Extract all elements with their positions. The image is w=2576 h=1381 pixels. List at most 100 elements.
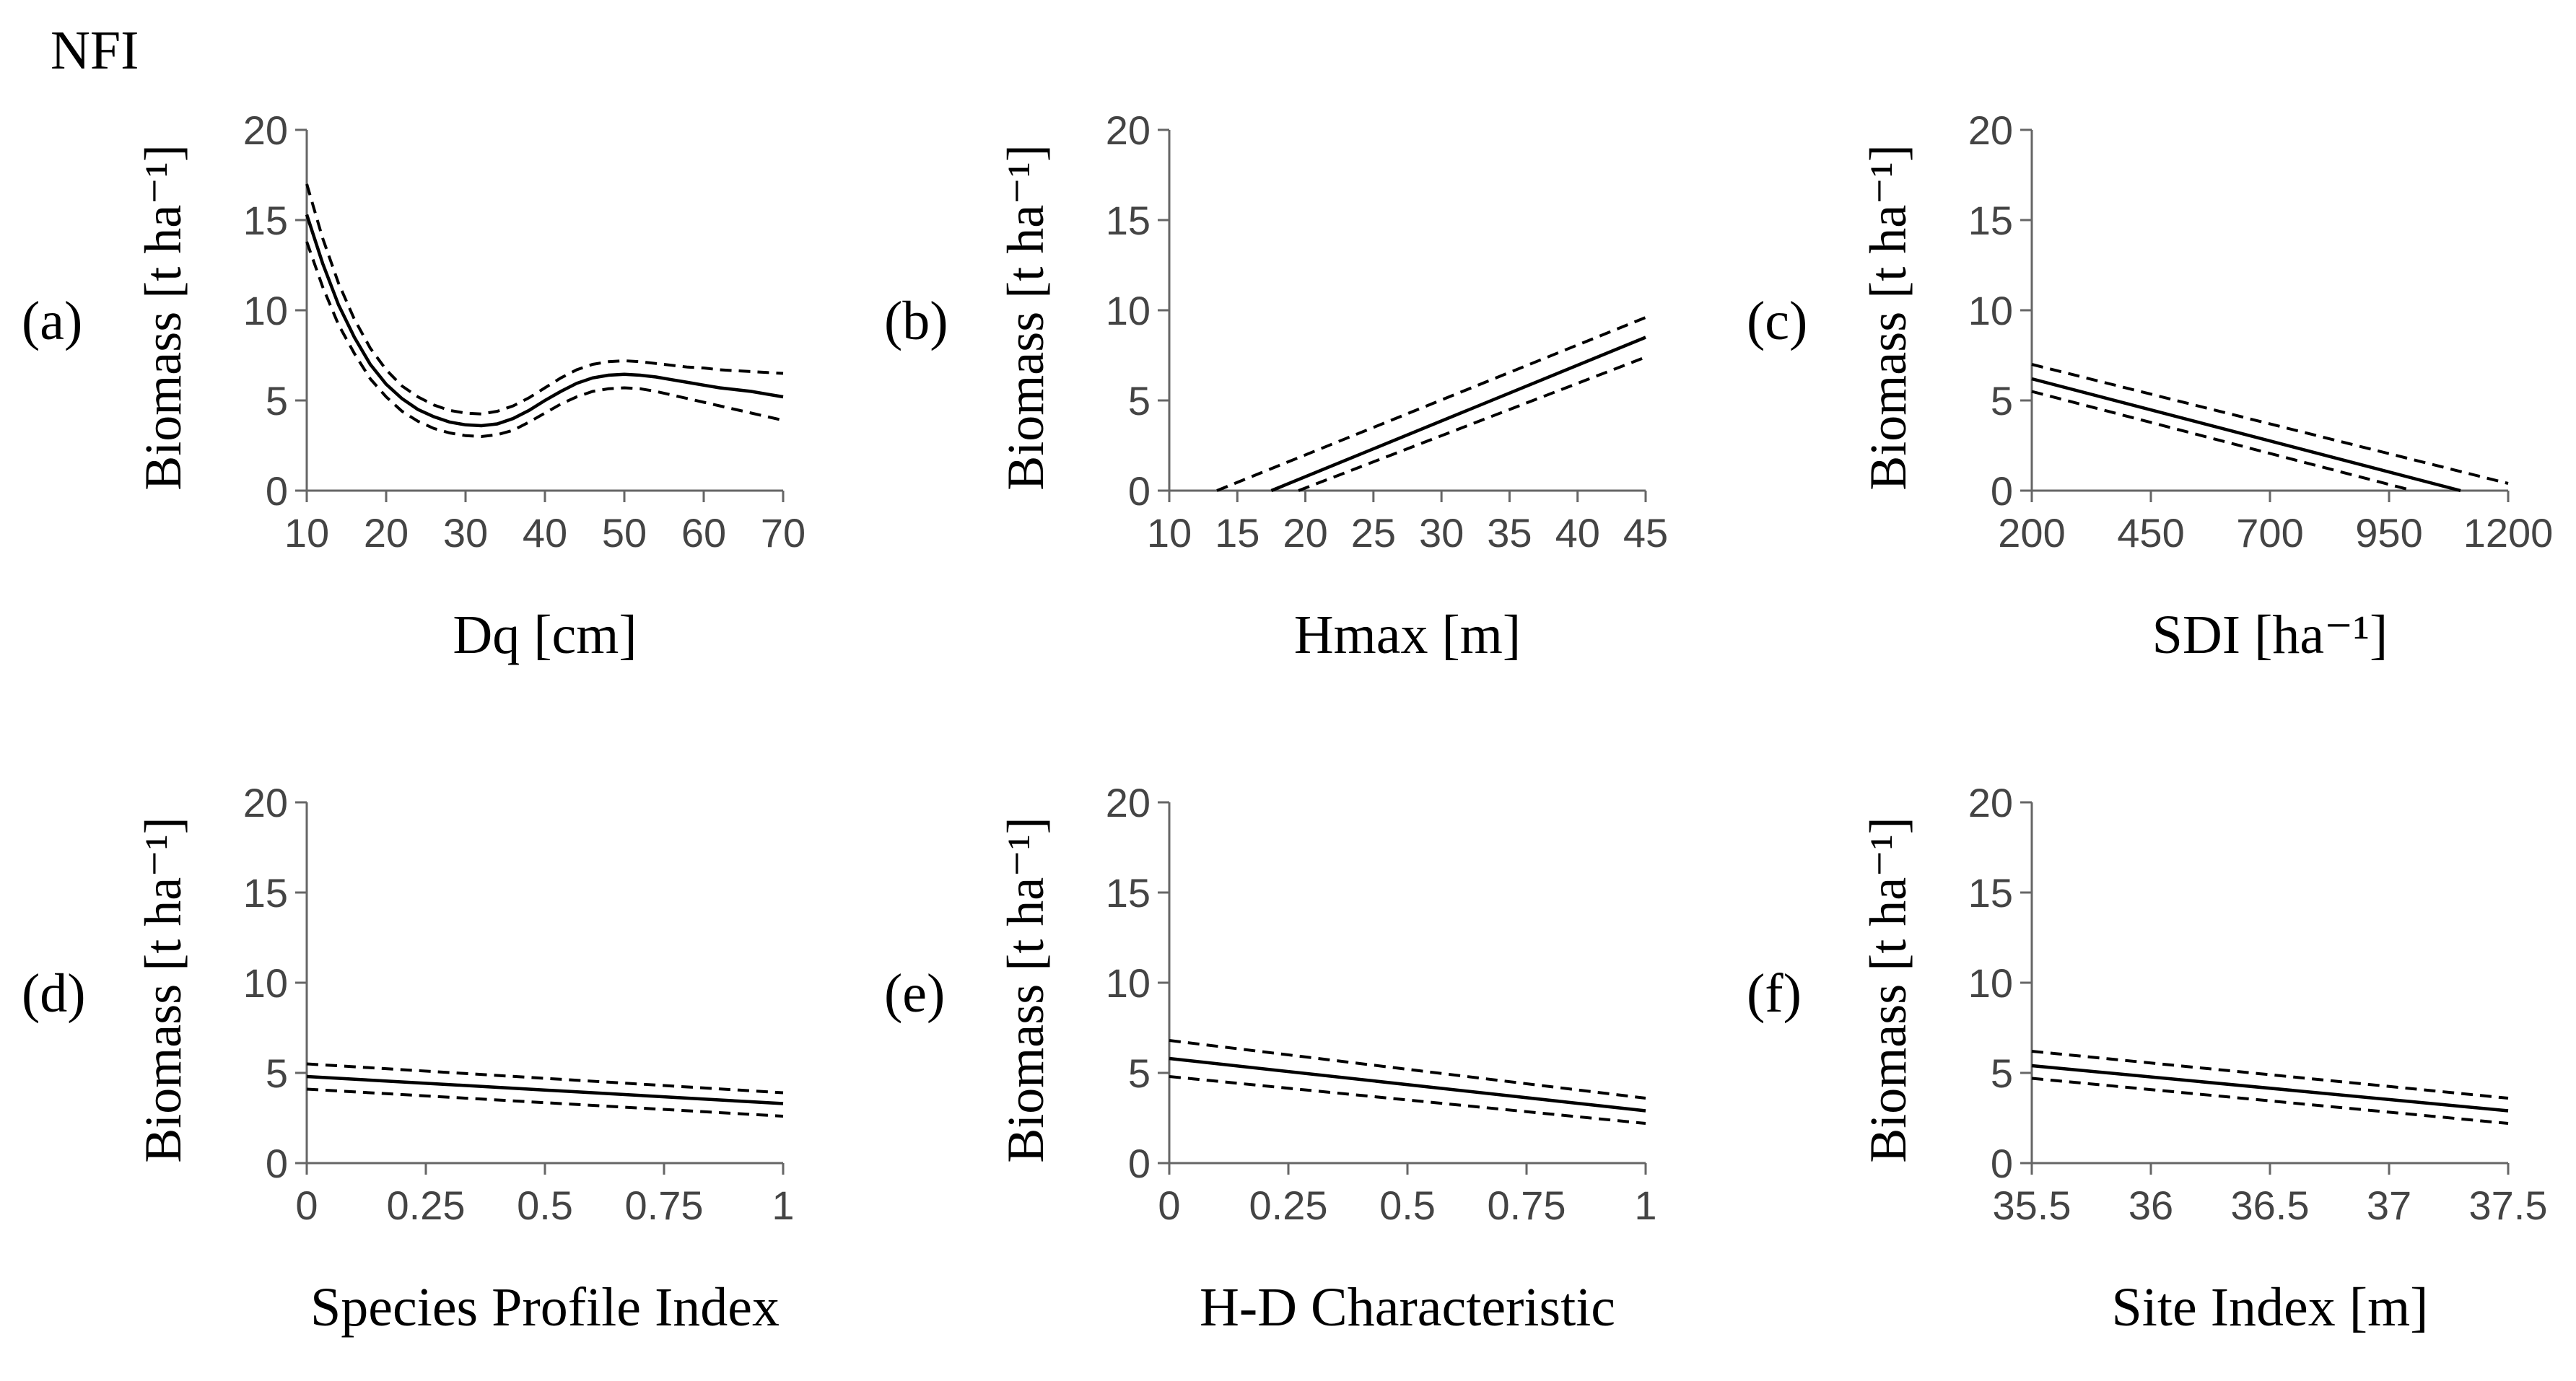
x-tick-label: 0.75 <box>1488 1183 1566 1228</box>
y-tick-label: 10 <box>243 960 288 1006</box>
y-axis-label: Biomass [t ha⁻¹] <box>134 817 192 1163</box>
x-tick-label: 40 <box>523 510 567 556</box>
estimate-line <box>1169 1056 1646 1113</box>
lower-ci-line <box>306 1087 784 1118</box>
panel-label: (d) <box>22 963 86 1024</box>
y-tick-label: 20 <box>1968 108 2013 153</box>
estimate-line <box>2031 1064 2509 1113</box>
y-tick-label: 0 <box>1128 468 1151 514</box>
x-tick-label: 35.5 <box>1993 1183 2071 1228</box>
y-tick-label: 20 <box>1106 780 1151 825</box>
x-tick-label: 36.5 <box>2231 1183 2310 1228</box>
upper-ci-line <box>2031 363 2509 485</box>
x-axis-label: SDI [ha⁻¹] <box>2152 605 2388 665</box>
y-tick-label: 0 <box>1991 1141 2013 1186</box>
x-tick-label: 200 <box>1998 510 2065 556</box>
panel-f: 0 5 10 15 20 35.5 36 36.5 37 37.5 Site Index [m] Bi… <box>1747 780 2548 1338</box>
y-tick-label: 5 <box>1991 1051 2013 1096</box>
x-tick-label: 0 <box>1158 1183 1180 1228</box>
panel-label: (a) <box>22 291 82 351</box>
x-tick-label: 0.75 <box>625 1183 704 1228</box>
y-tick-label: 0 <box>266 468 288 514</box>
x-tick-label: 30 <box>443 510 488 556</box>
x-tick-label: 20 <box>1283 510 1327 556</box>
upper-ci-line <box>1169 1039 1646 1100</box>
x-tick-label: 700 <box>2236 510 2303 556</box>
y-tick-label: 10 <box>1968 960 2013 1006</box>
y-tick-label: 15 <box>243 198 288 243</box>
lower-ci-line <box>305 241 784 439</box>
x-tick-label: 40 <box>1555 510 1600 556</box>
y-tick-label: 20 <box>1968 780 2013 825</box>
x-tick-label: 37.5 <box>2469 1183 2548 1228</box>
x-tick-label: 15 <box>1215 510 1259 556</box>
x-axis-label: Dq [cm] <box>453 605 637 665</box>
y-tick-label: 10 <box>1106 960 1151 1006</box>
panel-c: 0 5 10 15 20 200 450 700 950 1200 SDI [ha⁻¹] Biomas… <box>1747 108 2553 665</box>
y-tick-label: 10 <box>1968 288 2013 333</box>
x-tick-label: 0 <box>295 1183 318 1228</box>
y-tick-label: 15 <box>1968 870 2013 916</box>
y-axis-label: Biomass [t ha⁻¹] <box>997 144 1055 491</box>
lower-ci-line <box>2031 390 2414 492</box>
panel-label: (e) <box>884 963 945 1024</box>
y-tick-label: 15 <box>1106 198 1151 243</box>
x-tick-label: 950 <box>2355 510 2422 556</box>
y-tick-label: 10 <box>1106 288 1151 333</box>
y-tick-label: 20 <box>243 780 288 825</box>
x-tick-label: 0.25 <box>1249 1183 1328 1228</box>
x-tick-label: 50 <box>602 510 647 556</box>
y-axis-label: Biomass [t ha⁻¹] <box>997 817 1055 1163</box>
panel-b: 0 5 10 15 20 10 15 20 25 30 35 40 45 Hmax [m] Biomass … <box>884 108 1668 665</box>
panel-e: 0 5 10 15 20 0 0.25 0.5 0.75 1 H-D Characteristic B… <box>884 780 1657 1338</box>
y-tick-label: 0 <box>266 1141 288 1186</box>
x-axis-label: Site Index [m] <box>2111 1277 2428 1338</box>
x-tick-label: 30 <box>1419 510 1464 556</box>
y-tick-label: 10 <box>243 288 288 333</box>
x-tick-label: 1 <box>772 1183 794 1228</box>
y-tick-label: 15 <box>1968 198 2013 243</box>
y-tick-label: 15 <box>243 870 288 916</box>
lower-ci-line <box>1169 1075 1646 1125</box>
panel-label: (f) <box>1747 963 1802 1024</box>
x-tick-label: 37 <box>2367 1183 2411 1228</box>
upper-ci-line <box>306 1062 784 1095</box>
panel-d: 0 5 10 15 20 0 0.25 0.5 0.75 1 Species Profile Ind… <box>22 780 795 1338</box>
figure-title: NFI <box>51 20 139 81</box>
x-tick-label: 45 <box>1623 510 1668 556</box>
estimate-line <box>2031 377 2461 493</box>
y-tick-label: 0 <box>1128 1141 1151 1186</box>
panel-label: (b) <box>884 291 948 351</box>
upper-ci-line <box>2031 1050 2509 1100</box>
estimate-line <box>305 214 784 428</box>
x-tick-label: 0.25 <box>387 1183 466 1228</box>
panel-label: (c) <box>1747 291 1807 351</box>
y-axis-label: Biomass [t ha⁻¹] <box>1859 817 1917 1163</box>
x-tick-label: 35 <box>1487 510 1532 556</box>
x-tick-label: 0.5 <box>517 1183 573 1228</box>
lower-ci-line <box>1298 356 1646 492</box>
x-tick-label: 450 <box>2117 510 2184 556</box>
x-axis-label: Hmax [m] <box>1294 605 1521 665</box>
y-tick-label: 15 <box>1106 870 1151 916</box>
x-axis-label: Species Profile Index <box>310 1277 780 1338</box>
y-tick-label: 5 <box>1991 378 2013 424</box>
x-tick-label: 10 <box>1147 510 1192 556</box>
x-tick-label: 0.5 <box>1379 1183 1436 1228</box>
estimate-line <box>306 1074 784 1105</box>
y-tick-label: 20 <box>1106 108 1151 153</box>
x-tick-label: 60 <box>681 510 726 556</box>
x-tick-label: 1200 <box>2463 510 2554 556</box>
x-axis-label: H-D Characteristic <box>1200 1277 1615 1338</box>
x-tick-label: 25 <box>1351 510 1396 556</box>
lower-ci-line <box>2031 1077 2509 1125</box>
y-tick-label: 5 <box>266 1051 288 1096</box>
x-tick-label: 10 <box>284 510 329 556</box>
x-tick-label: 1 <box>1634 1183 1656 1228</box>
y-tick-label: 0 <box>1991 468 2013 514</box>
x-tick-label: 36 <box>2129 1183 2173 1228</box>
upper-ci-line <box>1216 316 1646 492</box>
upper-ci-line <box>305 183 784 416</box>
y-axis-label: Biomass [t ha⁻¹] <box>134 144 192 491</box>
